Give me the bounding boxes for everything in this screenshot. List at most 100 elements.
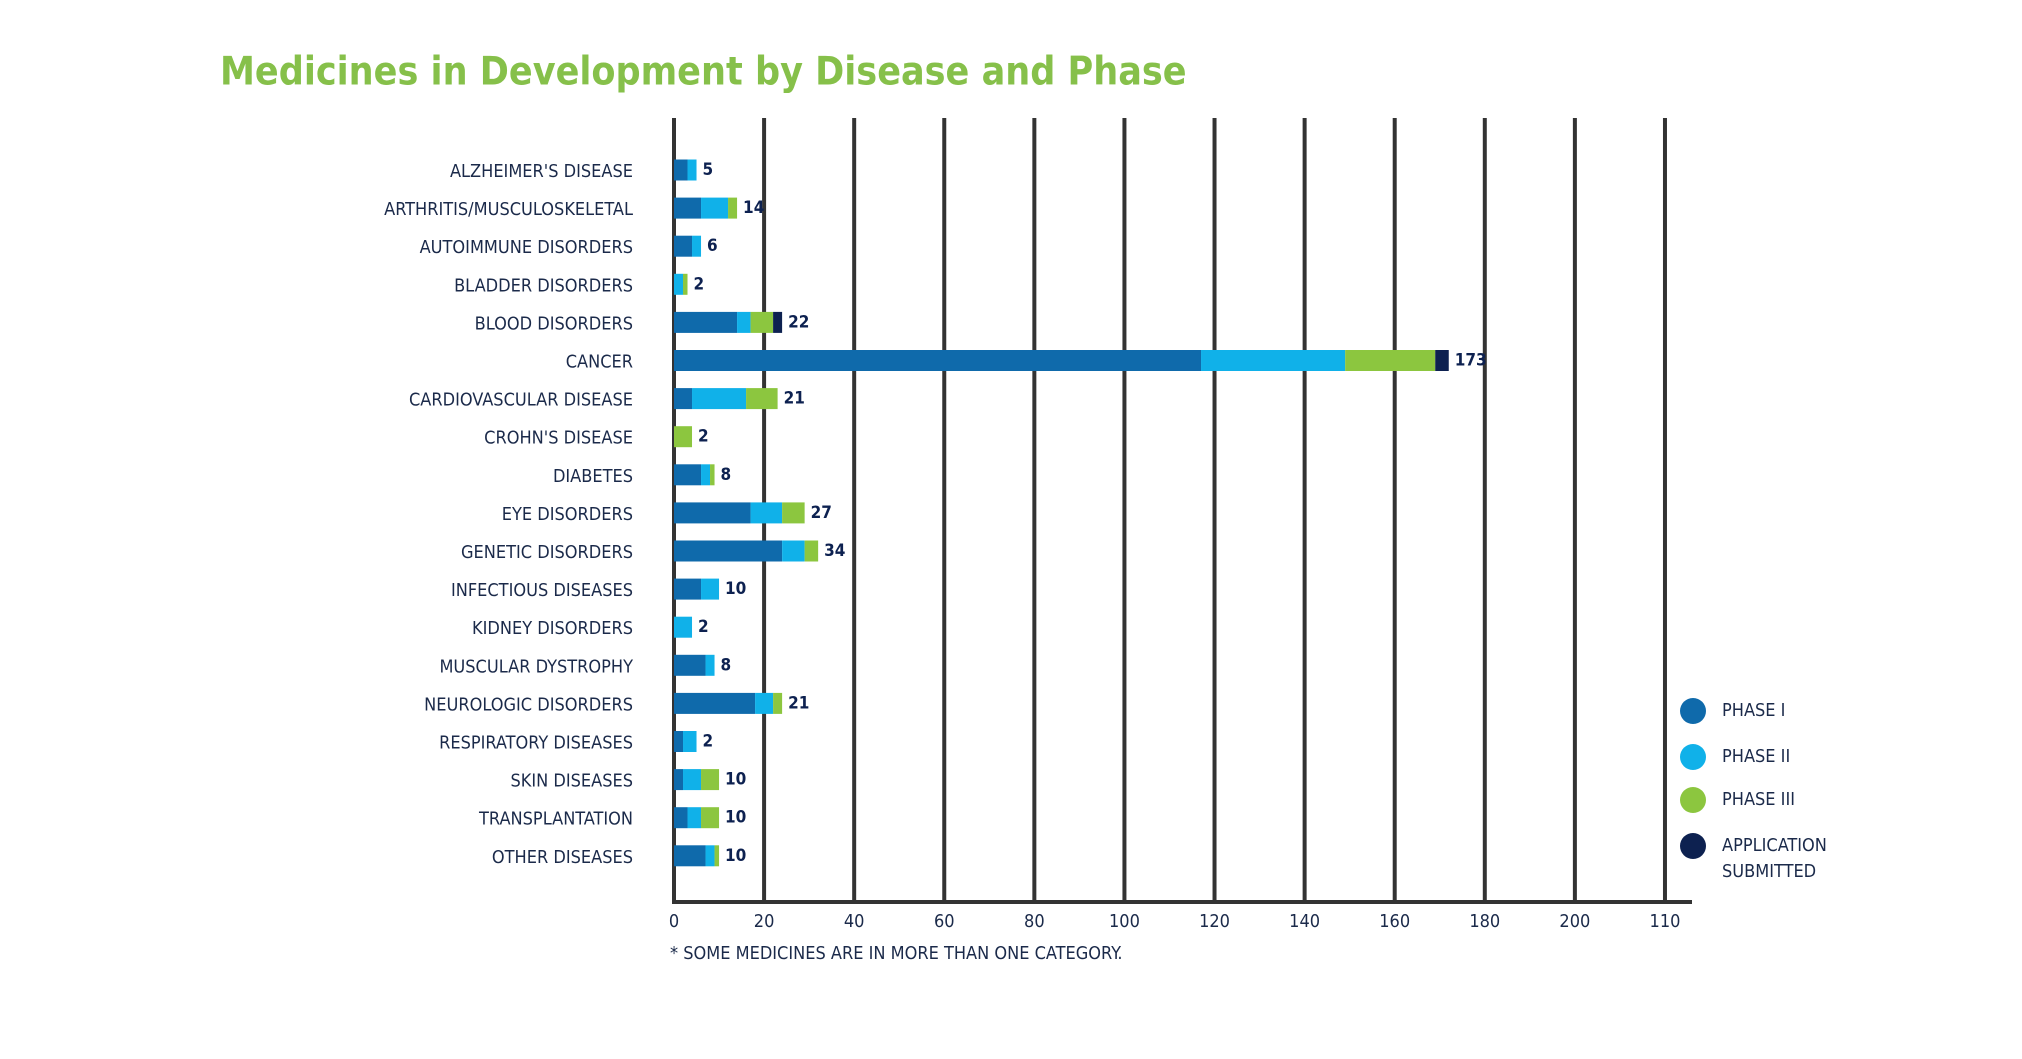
total-label: 21 bbox=[784, 389, 805, 409]
bar-segment bbox=[674, 807, 688, 829]
bar-segment bbox=[773, 692, 783, 714]
legend-item: PHASE III bbox=[1680, 787, 1842, 813]
bar-segment bbox=[750, 502, 783, 524]
category-label: CANCER bbox=[566, 352, 633, 373]
category-label: EYE DISORDERS bbox=[502, 504, 633, 525]
bar-segment bbox=[782, 502, 805, 524]
bar-segment bbox=[750, 311, 774, 333]
category-label: DIABETES bbox=[553, 466, 633, 487]
bar-segment bbox=[728, 197, 738, 219]
bar-segment bbox=[674, 845, 706, 867]
category-label: TRANSPLANTATION bbox=[478, 809, 633, 830]
category-label: AUTOIMMUNE DISORDERS bbox=[420, 237, 633, 258]
bar-segment bbox=[674, 654, 706, 676]
bar-segment bbox=[687, 159, 697, 181]
bar-segment bbox=[674, 769, 684, 791]
total-label: 21 bbox=[788, 693, 809, 713]
bar-segment bbox=[692, 388, 747, 410]
total-label: 2 bbox=[698, 617, 709, 637]
category-label: MUSCULAR DYSTROPHY bbox=[439, 656, 633, 677]
legend-swatch bbox=[1680, 787, 1706, 813]
total-label: 10 bbox=[725, 579, 746, 599]
bar-segment bbox=[674, 464, 702, 486]
legend-swatch bbox=[1680, 833, 1706, 859]
category-label: BLOOD DISORDERS bbox=[475, 313, 633, 334]
bar-segment bbox=[674, 692, 756, 714]
bar-segment bbox=[701, 464, 711, 486]
category-label: KIDNEY DISORDERS bbox=[472, 618, 633, 639]
legend-item: PHASE I bbox=[1680, 698, 1842, 724]
bar-segment bbox=[705, 845, 715, 867]
total-label: 14 bbox=[743, 198, 764, 218]
bar-segment bbox=[714, 845, 720, 867]
bar-segment bbox=[674, 197, 702, 219]
bar-segment bbox=[674, 235, 693, 257]
legend-label: APPLICATION SUBMITTED bbox=[1722, 835, 1827, 882]
total-label: 22 bbox=[788, 312, 809, 332]
total-label: 2 bbox=[698, 427, 709, 447]
bar-segment bbox=[705, 654, 715, 676]
bar-segment bbox=[1201, 350, 1346, 371]
category-label: INFECTIOUS DISEASES bbox=[451, 580, 633, 601]
category-label: CROHN'S DISEASE bbox=[484, 428, 633, 449]
bar-segment bbox=[683, 731, 697, 752]
bar-segment bbox=[1345, 350, 1436, 371]
legend-label: PHASE II bbox=[1722, 746, 1791, 767]
bar-segment bbox=[701, 197, 729, 219]
category-label: GENETIC DISORDERS bbox=[461, 542, 633, 563]
x-tick-label: 160 bbox=[1379, 911, 1410, 932]
x-tick-label: 110 bbox=[1650, 911, 1681, 932]
x-tick-label: 80 bbox=[1024, 911, 1045, 932]
x-tick-label: 60 bbox=[934, 911, 955, 932]
category-label: OTHER DISEASES bbox=[492, 847, 633, 868]
bar-segment bbox=[710, 464, 715, 486]
bar-segment bbox=[674, 159, 688, 181]
x-tick-label: 200 bbox=[1559, 911, 1590, 932]
legend-swatch bbox=[1680, 698, 1706, 724]
bar-segment bbox=[674, 311, 738, 333]
category-label: NEUROLOGIC DISORDERS bbox=[424, 694, 633, 715]
legend-label: PHASE III bbox=[1722, 789, 1795, 810]
total-label: 10 bbox=[725, 808, 746, 828]
bar-segment bbox=[687, 807, 702, 829]
bar-segment bbox=[701, 769, 720, 791]
x-tick-label: 40 bbox=[844, 911, 865, 932]
category-label: BLADDER DISORDERS bbox=[454, 275, 633, 296]
bar-segment bbox=[683, 273, 688, 295]
legend-item: PHASE II bbox=[1680, 744, 1842, 770]
total-label: 10 bbox=[725, 846, 746, 866]
bar-segment bbox=[782, 540, 805, 562]
bar-segment bbox=[674, 616, 693, 638]
bar-segment bbox=[746, 388, 778, 410]
category-label: RESPIRATORY DISEASES bbox=[439, 733, 633, 754]
bar-segment bbox=[1435, 350, 1449, 371]
x-tick-label: 120 bbox=[1199, 911, 1230, 932]
bar-segment bbox=[674, 388, 693, 410]
bar-segment bbox=[674, 426, 693, 448]
x-tick-label: 140 bbox=[1289, 911, 1320, 932]
footnote: * SOME MEDICINES ARE IN MORE THAN ONE CA… bbox=[670, 943, 1122, 964]
total-label: 173 bbox=[1455, 351, 1487, 371]
bar-segment bbox=[674, 350, 1202, 371]
total-label: 2 bbox=[694, 274, 705, 294]
total-label: 2 bbox=[703, 732, 714, 752]
total-label: 8 bbox=[721, 465, 732, 485]
x-tick-label: 100 bbox=[1109, 911, 1140, 932]
bar-segment bbox=[755, 692, 774, 714]
total-label: 27 bbox=[811, 503, 832, 523]
chart-title: Medicines in Development by Disease and … bbox=[220, 50, 1187, 95]
category-label: SKIN DISEASES bbox=[510, 771, 633, 792]
x-tick-label: 180 bbox=[1469, 911, 1500, 932]
bar-segment bbox=[674, 273, 684, 295]
category-label: ALZHEIMER'S DISEASE bbox=[450, 161, 633, 182]
x-tick-label: 0 bbox=[669, 911, 679, 932]
x-tick-label: 20 bbox=[754, 911, 775, 932]
total-label: 34 bbox=[824, 541, 845, 561]
bar-segment bbox=[692, 235, 702, 257]
bar-segment bbox=[737, 311, 751, 333]
total-label: 8 bbox=[721, 655, 732, 675]
legend-swatch bbox=[1680, 744, 1706, 770]
bar-segment bbox=[674, 540, 783, 562]
